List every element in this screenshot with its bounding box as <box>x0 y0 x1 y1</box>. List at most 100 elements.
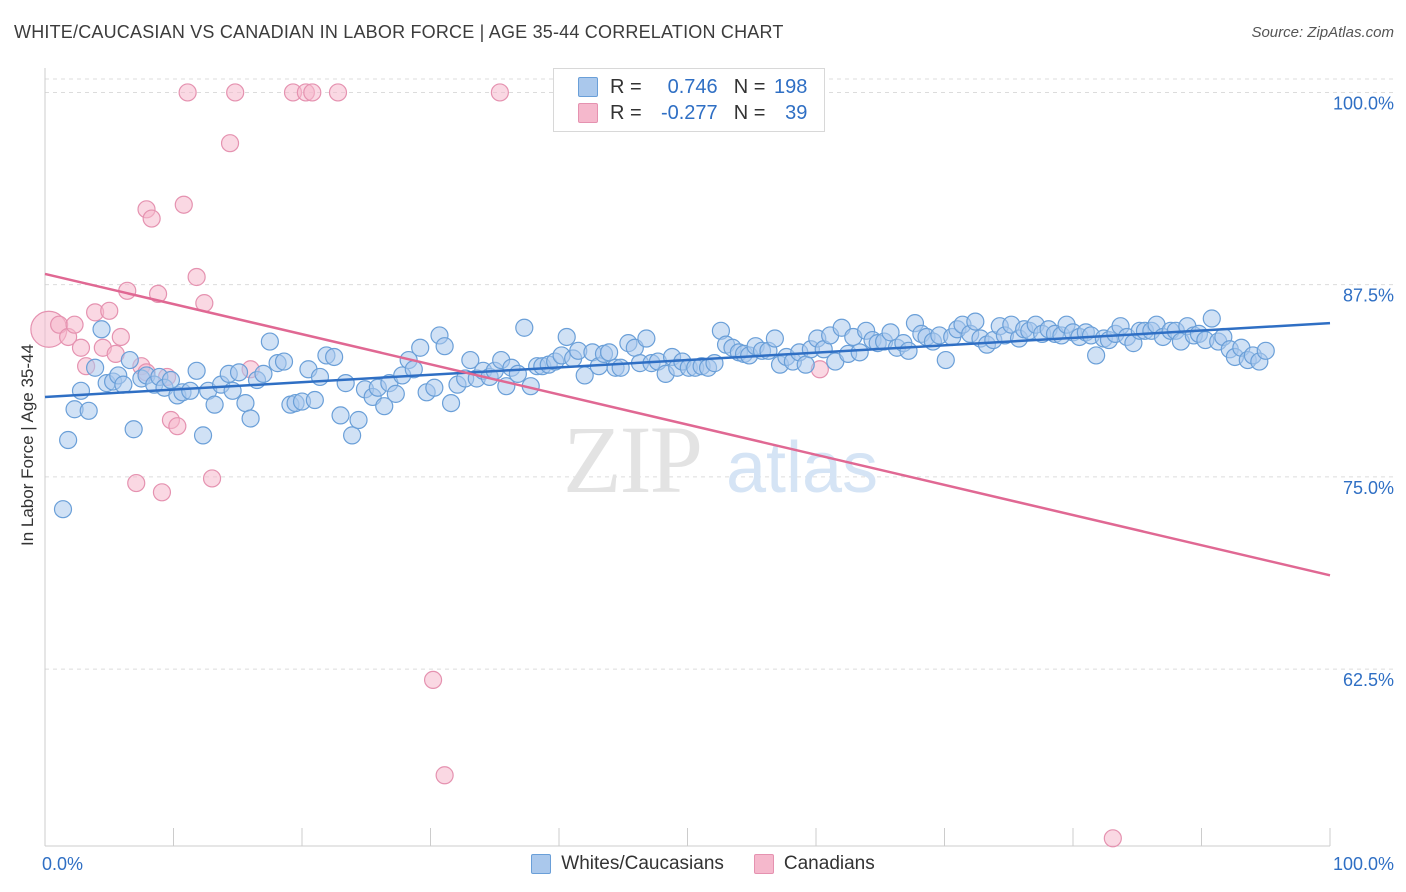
whites-points <box>53 309 1275 519</box>
whites-point <box>305 390 324 410</box>
whites-point <box>936 350 955 370</box>
whites-point <box>425 378 444 397</box>
canadians-point <box>168 417 187 436</box>
whites-point <box>637 329 656 348</box>
y-tick-label: 75.0% <box>1343 478 1394 498</box>
chart-title: WHITE/CAUCASIAN VS CANADIAN IN LABOR FOR… <box>14 22 784 42</box>
whites-point <box>331 406 350 425</box>
canadians-point <box>328 83 348 102</box>
canadians-point <box>435 766 454 785</box>
whites-point <box>899 341 918 360</box>
legend-n-value: 198 <box>774 75 808 98</box>
whites-trend-line <box>44 321 1331 399</box>
whites-point <box>343 426 362 445</box>
legend-swatch-canadians <box>578 103 598 123</box>
whites-point <box>53 500 73 519</box>
series-swatch-canadians <box>753 854 774 874</box>
y-tick-label: 100.0% <box>1333 93 1394 113</box>
canadians-point <box>127 473 146 493</box>
series-label-canadians: Canadians <box>783 853 875 874</box>
whites-point <box>796 355 815 374</box>
canadians-point <box>490 83 509 102</box>
canadians-point <box>111 327 130 347</box>
whites-point <box>1087 346 1106 365</box>
canadians-point <box>142 209 161 228</box>
whites-point <box>557 327 576 347</box>
series-legend-whites: Whites/Caucasians <box>531 853 724 875</box>
whites-point <box>59 430 78 450</box>
y-tick-label: 87.5% <box>1343 286 1394 306</box>
canadians-point <box>303 83 322 102</box>
whites-point <box>86 358 105 377</box>
canadians-point <box>65 315 84 334</box>
source-note: Source: ZipAtlas.com <box>1251 24 1394 41</box>
whites-point <box>310 367 330 387</box>
correlation-legend: R = 0.746 N = 198 R = -0.277 N = 39 <box>553 68 825 132</box>
legend-r-value: 0.746 <box>667 75 718 98</box>
legend-n-label: N = <box>733 101 766 124</box>
canadians-point <box>220 134 240 153</box>
series-swatch-whites <box>531 854 552 874</box>
canadians-point <box>152 483 172 502</box>
whites-point <box>386 384 405 403</box>
watermark-atlas: atlas <box>726 428 878 508</box>
whites-point <box>1256 341 1275 360</box>
tick-labels: 62.5% 75.0% 87.5% 100.0% 0.0% 100.0% <box>42 93 1394 874</box>
canadians-point <box>1103 829 1122 848</box>
canadians-point <box>202 469 222 488</box>
whites-point <box>274 352 294 371</box>
legend-row-canadians: R = -0.277 N = 39 <box>578 101 807 125</box>
canadians-trend-line <box>44 272 1331 577</box>
whites-point <box>124 420 143 439</box>
whites-point <box>881 323 900 342</box>
y-tick-label: 62.5% <box>1343 670 1394 690</box>
series-legend: Whites/Caucasians Canadians <box>0 852 1406 876</box>
whites-point <box>611 358 630 377</box>
whites-point <box>461 350 480 370</box>
canadians-point <box>187 267 206 287</box>
whites-point <box>515 318 534 337</box>
canadians-point <box>71 338 91 357</box>
whites-point <box>850 343 869 362</box>
trend-lines <box>44 272 1331 577</box>
whites-point <box>92 320 111 339</box>
canadians-point <box>148 284 168 304</box>
legend-n-value: 39 <box>785 101 808 124</box>
canadians-point <box>174 195 193 214</box>
series-label-whites: Whites/Caucasians <box>561 853 724 874</box>
whites-point <box>336 374 355 393</box>
whites-point <box>114 375 133 394</box>
whites-point <box>441 393 461 413</box>
whites-point <box>1202 309 1221 328</box>
whites-point <box>205 395 224 414</box>
whites-point <box>120 350 139 370</box>
canadians-point <box>178 83 197 102</box>
whites-point <box>349 410 368 430</box>
whites-point <box>765 329 784 348</box>
whites-point <box>260 332 279 351</box>
x-tick-label: 100.0% <box>1333 854 1394 874</box>
whites-point <box>435 337 454 356</box>
legend-r-label: R = <box>610 75 642 98</box>
legend-swatch-whites <box>578 77 598 97</box>
whites-point <box>600 343 619 362</box>
legend-r-value: -0.277 <box>660 101 718 124</box>
whites-point <box>325 347 344 367</box>
legend-r-label: R = <box>610 101 642 124</box>
legend-n-label: N = <box>733 75 766 98</box>
whites-point <box>193 426 213 445</box>
series-legend-canadians: Canadians <box>753 853 875 875</box>
whites-point <box>71 381 91 400</box>
whites-point <box>508 364 527 383</box>
whites-point <box>187 361 206 380</box>
legend-row-whites: R = 0.746 N = 198 <box>578 75 807 99</box>
canadians-point <box>100 301 119 320</box>
whites-point <box>254 364 273 383</box>
y-axis-label: In Labor Force | Age 35-44 <box>18 344 37 546</box>
canadians-point <box>423 670 443 690</box>
whites-point <box>181 381 200 400</box>
whites-point <box>375 397 394 416</box>
whites-point <box>241 409 260 428</box>
whites-point <box>236 393 255 413</box>
